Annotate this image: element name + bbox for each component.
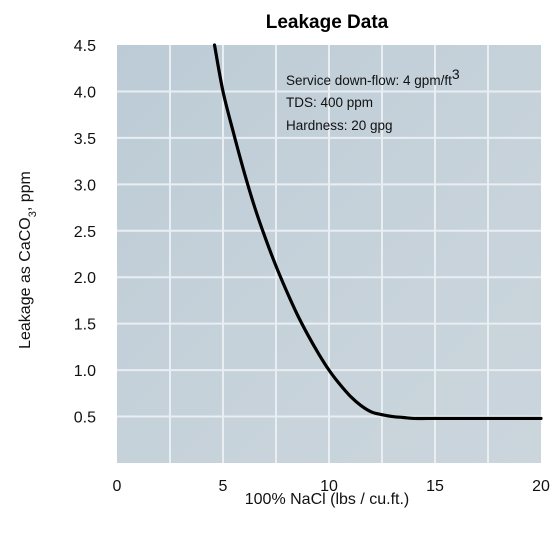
grid-lines	[117, 45, 541, 463]
annotation-box: Service down-flow: 4 gpm/ft3 TDS: 400 pp…	[286, 66, 460, 133]
x-tick-labels: 0 5 10 15 20	[113, 478, 550, 495]
leakage-curve	[212, 43, 543, 421]
y-tick-label: 4.0	[74, 84, 96, 101]
x-axis-label: 100% NaCl (lbs / cu.ft.)	[245, 491, 410, 508]
x-tick-label: 20	[532, 478, 550, 495]
y-tick-label: 2.0	[74, 270, 96, 287]
x-tick-label: 15	[426, 478, 444, 495]
y-tick-label: 0.5	[74, 410, 96, 427]
y-tick-label: 4.5	[74, 38, 96, 55]
y-axis-label-subscript: 3	[27, 211, 39, 217]
annotation-hardness: Hardness: 20 gpg	[286, 118, 393, 133]
y-tick-label: 1.5	[74, 317, 96, 334]
y-axis-label-suffix: , ppm	[17, 171, 34, 211]
y-axis-label: Leakage as CaCO3, ppm	[17, 171, 39, 349]
y-tick-label: 1.0	[74, 363, 96, 380]
series-group	[212, 43, 543, 421]
y-axis-label-prefix: Leakage as CaCO	[17, 217, 34, 349]
y-tick-label: 2.5	[74, 224, 96, 241]
y-tick-labels: 0.5 1.0 1.5 2.0 2.5 3.0 3.5 4.0 4.5	[74, 38, 96, 427]
chart-title: Leakage Data	[266, 12, 389, 33]
x-tick-label: 10	[320, 478, 338, 495]
annotation-flow-superscript: 3	[452, 66, 460, 82]
y-tick-label: 3.0	[74, 177, 96, 194]
x-tick-label: 0	[113, 478, 122, 495]
annotation-tds: TDS: 400 ppm	[286, 95, 373, 110]
x-tick-label: 5	[219, 478, 228, 495]
annotation-flow: Service down-flow: 4 gpm/ft3	[286, 66, 460, 88]
annotation-flow-text: Service down-flow: 4 gpm/ft	[286, 73, 452, 88]
y-tick-label: 3.5	[74, 131, 96, 148]
